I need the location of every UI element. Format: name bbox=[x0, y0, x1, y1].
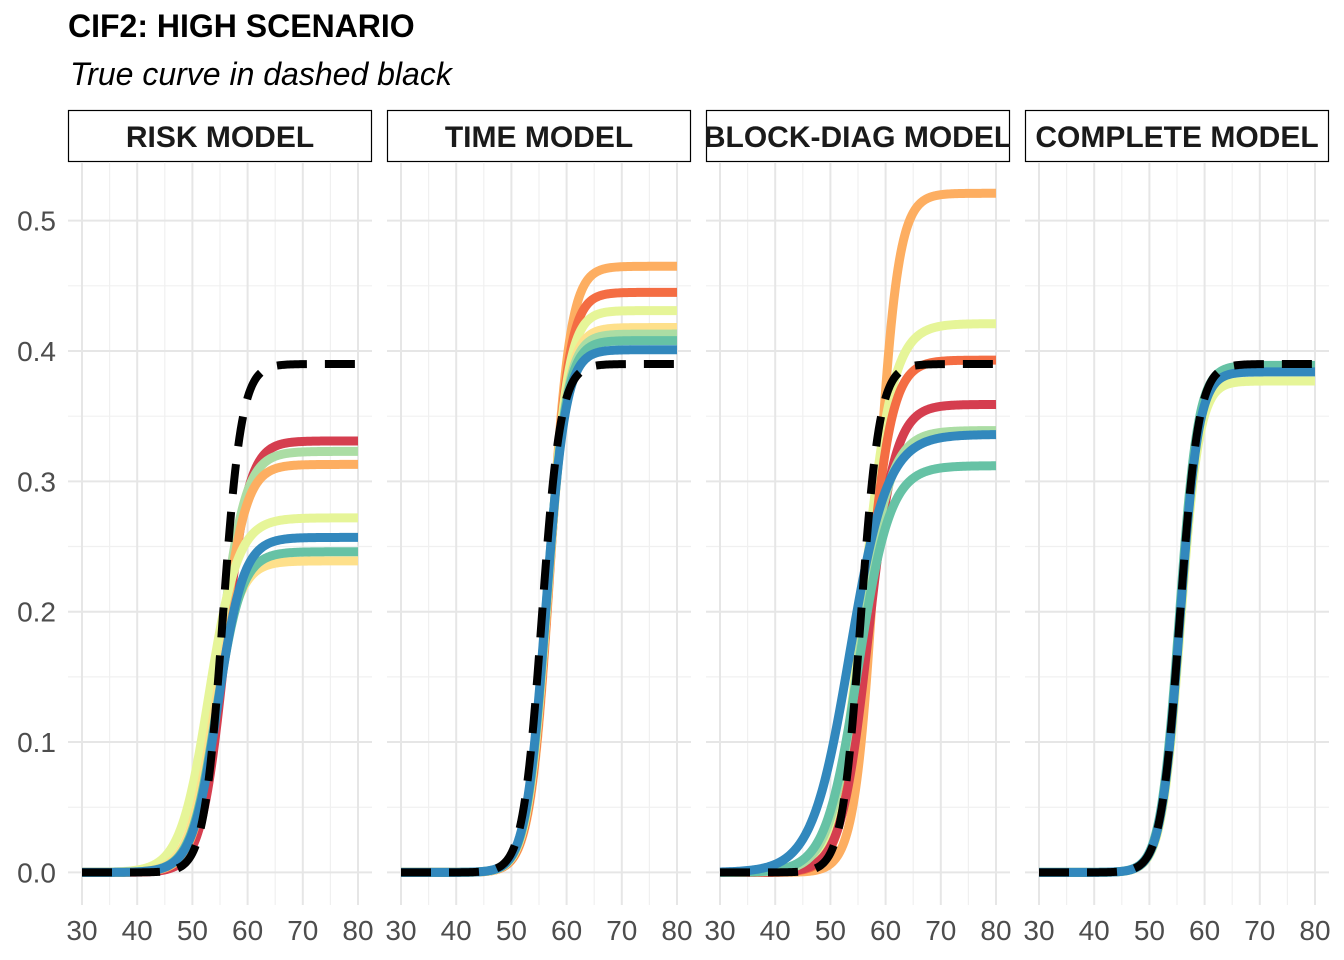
x-tick-label: 80 bbox=[980, 915, 1011, 946]
y-tick-label: 0.2 bbox=[17, 597, 56, 628]
facet-panel: BLOCK-DIAG MODEL 30 40 50 60 70 80 bbox=[704, 109, 1012, 946]
x-tick-label: 50 bbox=[496, 915, 527, 946]
facet-strip bbox=[386, 109, 692, 163]
x-tick-label: 70 bbox=[1244, 915, 1275, 946]
x-tick-label: 60 bbox=[870, 915, 901, 946]
series-line bbox=[78, 532, 362, 877]
x-tick-label: 40 bbox=[760, 915, 791, 946]
facet-strip bbox=[67, 109, 373, 163]
x-tick-label: 60 bbox=[1189, 915, 1220, 946]
x-tick-label: 40 bbox=[441, 915, 472, 946]
y-tick-label: 0.5 bbox=[17, 206, 56, 237]
x-tick-label: 40 bbox=[122, 915, 153, 946]
x-tick-label: 80 bbox=[342, 915, 373, 946]
x-tick-label: 80 bbox=[1299, 915, 1330, 946]
x-tick-label: 40 bbox=[1079, 915, 1110, 946]
chart-title: CIF2: HIGH SCENARIO bbox=[68, 8, 415, 44]
facet-panel: RISK MODEL 30 40 50 60 70 80 bbox=[66, 109, 374, 946]
facet-strip bbox=[705, 109, 1011, 163]
x-tick-label: 50 bbox=[1134, 915, 1165, 946]
facet-panel: TIME MODEL 30 40 50 60 70 80 bbox=[385, 109, 693, 946]
y-tick-label: 0.4 bbox=[17, 336, 56, 367]
facet-strip-label: COMPLETE MODEL bbox=[1035, 121, 1318, 154]
x-tick-label: 30 bbox=[385, 915, 416, 946]
x-tick-label: 30 bbox=[66, 915, 97, 946]
facet-panel: COMPLETE MODEL 30 40 50 60 70 80 bbox=[1023, 109, 1331, 946]
x-tick-label: 60 bbox=[551, 915, 582, 946]
x-tick-label: 70 bbox=[925, 915, 956, 946]
x-tick-label: 70 bbox=[287, 915, 318, 946]
x-tick-label: 30 bbox=[704, 915, 735, 946]
x-tick-label: 50 bbox=[177, 915, 208, 946]
y-tick-label: 0.3 bbox=[17, 466, 56, 497]
facet-strip-label: TIME MODEL bbox=[445, 121, 633, 154]
x-tick-label: 60 bbox=[232, 915, 263, 946]
x-tick-label: 70 bbox=[606, 915, 637, 946]
series-line bbox=[716, 430, 1000, 877]
facet-strip-label: BLOCK-DIAG MODEL bbox=[704, 121, 1012, 154]
y-tick-label: 0.1 bbox=[17, 727, 56, 758]
facet-strip-label: RISK MODEL bbox=[126, 121, 314, 154]
x-tick-label: 80 bbox=[661, 915, 692, 946]
x-tick-label: 30 bbox=[1023, 915, 1054, 946]
series-line bbox=[397, 345, 681, 877]
x-tick-label: 50 bbox=[815, 915, 846, 946]
chart-subtitle: True curve in dashed black bbox=[70, 56, 452, 92]
facet-strip bbox=[1024, 109, 1330, 163]
y-tick-label: 0.0 bbox=[17, 857, 56, 888]
